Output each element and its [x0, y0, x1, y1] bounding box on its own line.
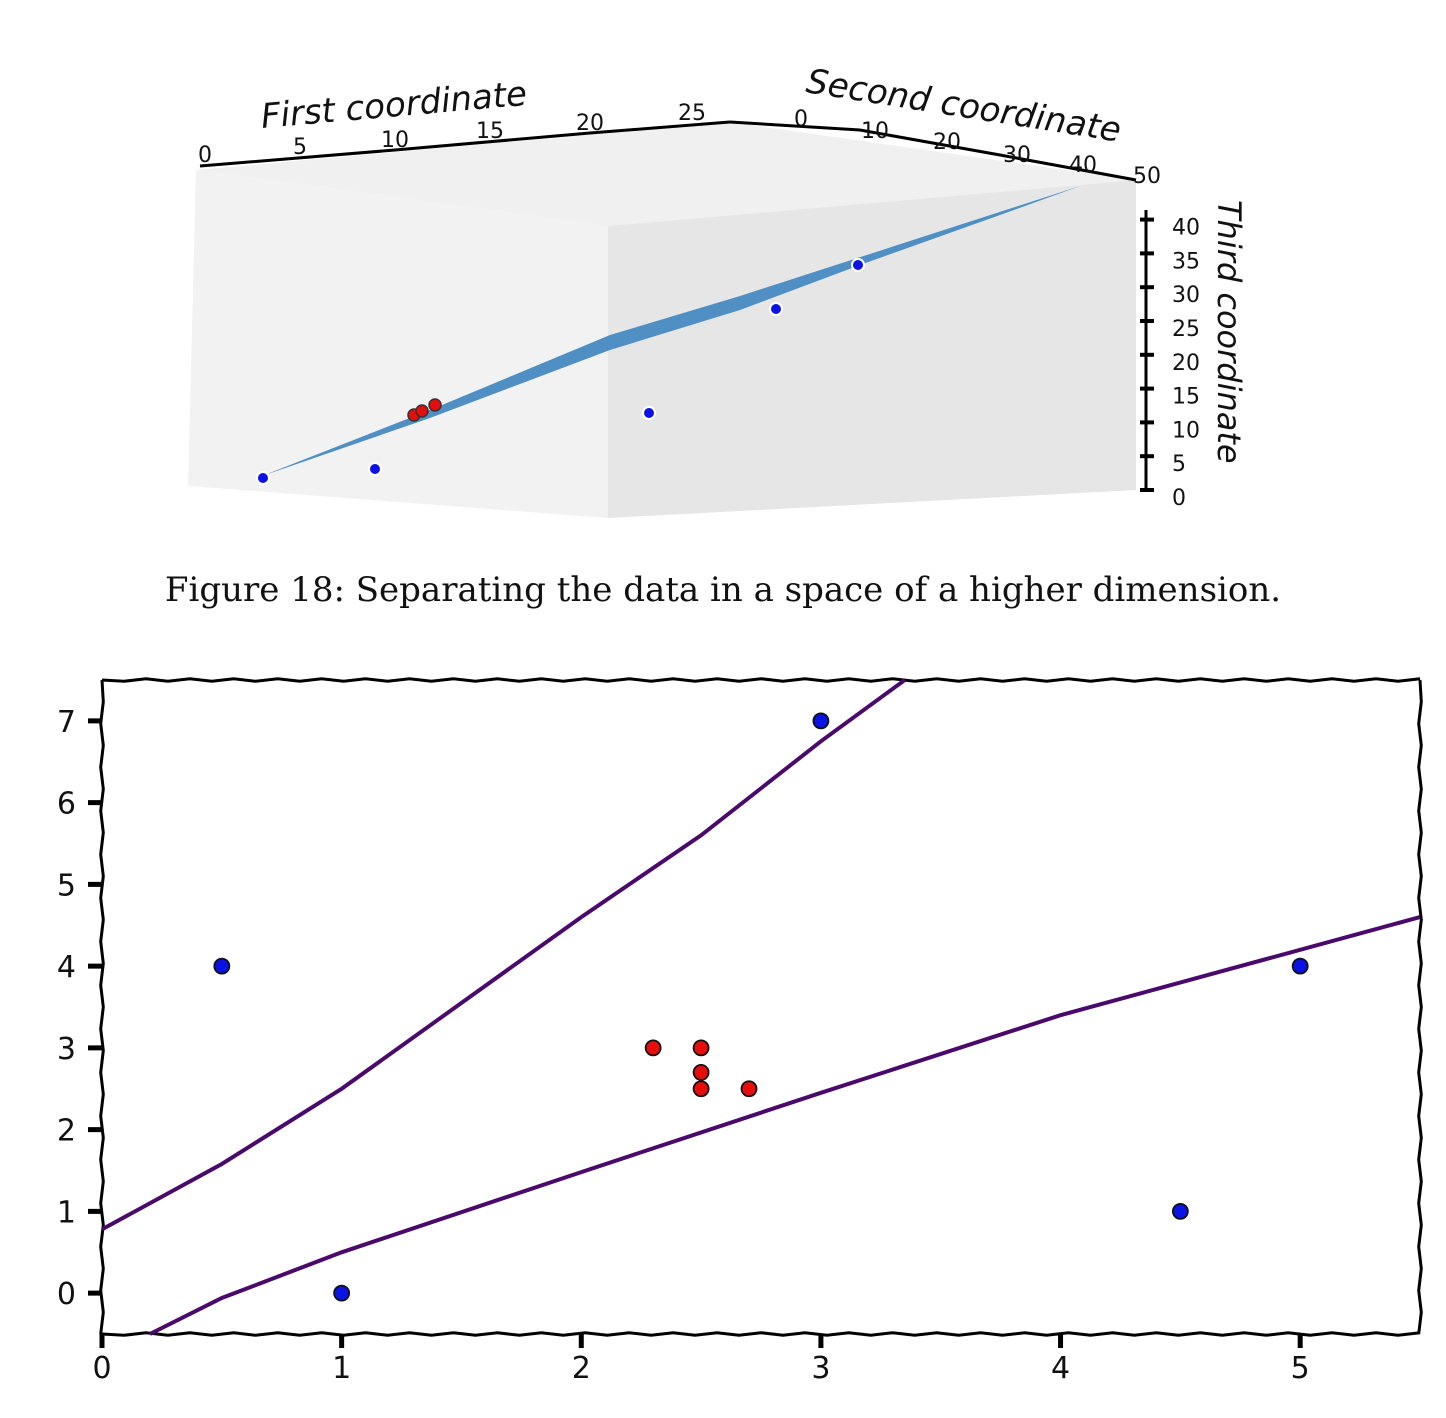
pane-left — [188, 170, 608, 518]
chart-2d: 0 1 2 3 4 5 0 1 2 3 4 5 6 7 — [57, 677, 1423, 1386]
y-tick-label: 2 — [57, 1114, 76, 1149]
x-axis-ticks: 0 5 10 15 20 25 — [198, 101, 706, 168]
plot-border-right — [1417, 679, 1423, 1335]
point-red — [415, 404, 429, 418]
data-point — [213, 957, 231, 975]
x-tick-label: 2 — [572, 1351, 591, 1386]
y-tick-label: 1 — [57, 1195, 76, 1230]
y-tick-label: 40 — [1069, 153, 1097, 178]
y-tick-label: 30 — [1003, 143, 1031, 168]
plot-border-top — [101, 677, 1421, 683]
data-point — [692, 1063, 710, 1081]
z-tick-label: 25 — [1172, 317, 1200, 342]
x-tick-label: 20 — [576, 111, 604, 136]
y-tick-label: 7 — [57, 705, 76, 740]
data-point — [1171, 1202, 1189, 1220]
data-point — [644, 1039, 662, 1057]
y-tick-label: 6 — [57, 787, 76, 822]
pane-top — [196, 122, 1136, 226]
y-tick-label: 3 — [57, 1032, 76, 1067]
x-tick-label: 5 — [293, 135, 307, 160]
data-point — [692, 1039, 710, 1057]
separating-line-1 — [101, 678, 906, 1232]
data-point — [740, 1080, 758, 1098]
plot-border-left — [99, 679, 105, 1335]
z-tick-label: 10 — [1172, 418, 1200, 443]
x-tick-label: 3 — [811, 1351, 830, 1386]
point-blue — [642, 406, 656, 420]
y-tick-label: 5 — [57, 868, 76, 903]
z-tick-label: 30 — [1172, 283, 1200, 308]
z-tick-label: 20 — [1172, 351, 1200, 376]
z-tick-label: 35 — [1172, 249, 1200, 274]
x-axis-ticks: 0 1 2 3 4 5 — [92, 1334, 1310, 1386]
x-tick-label: 5 — [1291, 1351, 1310, 1386]
plot-border-bottom — [101, 1331, 1421, 1337]
point-red — [428, 398, 442, 412]
data-point — [692, 1080, 710, 1098]
data-points — [213, 712, 1309, 1302]
z-axis-label: Third coordinate — [1210, 200, 1248, 464]
z-tick-label: 0 — [1172, 486, 1186, 511]
separating-line-2 — [149, 915, 1421, 1336]
data-point — [333, 1284, 351, 1302]
y-tick-label: 0 — [57, 1277, 76, 1312]
pane-right — [608, 180, 1136, 518]
point-blue — [769, 302, 783, 316]
x-tick-label: 25 — [678, 101, 706, 126]
data-point — [812, 712, 830, 730]
x-tick-label: 1 — [332, 1351, 351, 1386]
figure-caption: Figure 18: Separating the data in a spac… — [164, 570, 1282, 610]
y-axis-ticks: 0 1 2 3 4 5 6 7 — [57, 705, 102, 1312]
x-tick-label: 15 — [476, 119, 504, 144]
y-tick-label: 4 — [57, 950, 76, 985]
y-tick-label: 20 — [933, 130, 961, 155]
separating-lines — [101, 678, 1421, 1336]
y-tick-label: 50 — [1133, 164, 1161, 189]
separating-plane — [262, 186, 1080, 476]
plot-frame — [99, 677, 1423, 1337]
y-axis-ticks: 0 10 20 30 40 50 — [794, 107, 1161, 189]
x-axis-line — [199, 120, 731, 168]
point-blue — [256, 471, 270, 485]
x-tick-label: 0 — [92, 1351, 111, 1386]
x-tick-label: 10 — [381, 128, 409, 153]
data-point — [1291, 957, 1309, 975]
x-tick-label: 0 — [198, 143, 212, 168]
y-tick-label: 10 — [861, 119, 889, 144]
z-tick-label: 15 — [1172, 385, 1200, 410]
z-axis-ticks: 0 5 10 15 20 25 30 35 40 — [1140, 216, 1200, 511]
x-tick-label: 4 — [1051, 1351, 1070, 1386]
z-tick-label: 5 — [1172, 452, 1186, 477]
z-tick-label: 40 — [1172, 216, 1200, 241]
y-tick-label: 0 — [794, 107, 808, 132]
point-blue — [851, 258, 865, 272]
point-blue — [368, 462, 382, 476]
y-axis-line — [729, 120, 1137, 182]
y-axis-label: Second coordinate — [804, 61, 1124, 150]
